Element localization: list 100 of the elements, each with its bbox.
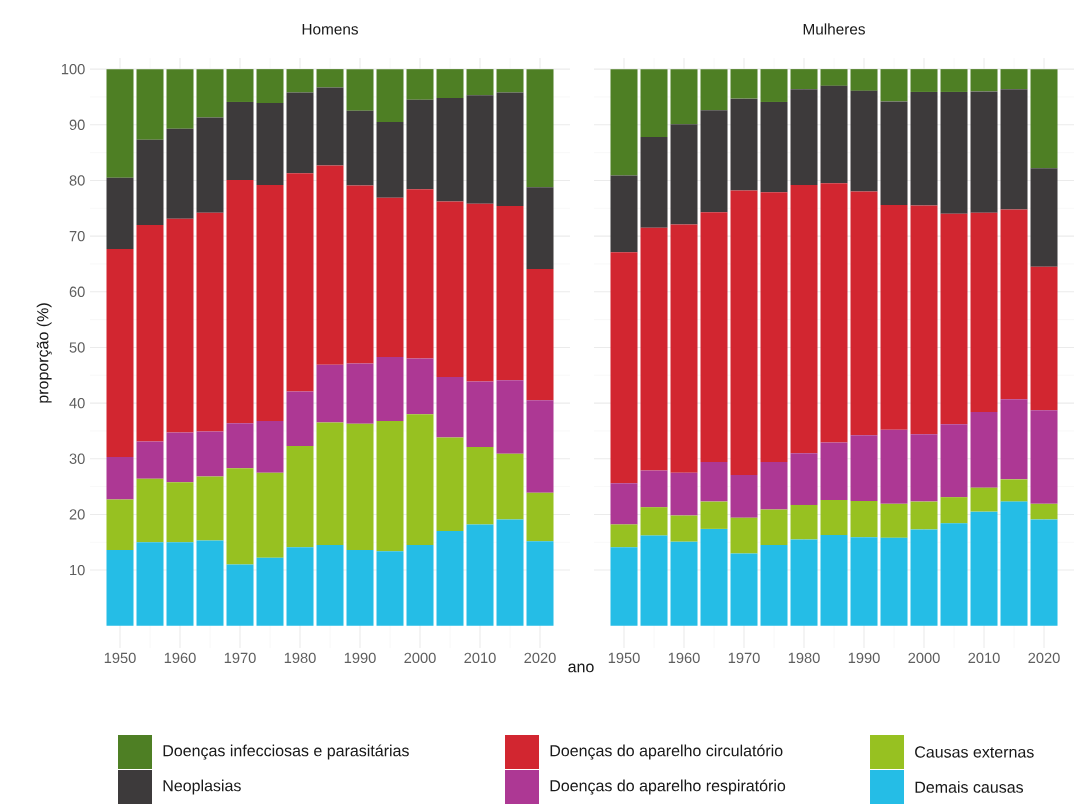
bar (136, 441, 164, 479)
bar (730, 553, 758, 626)
bar (526, 492, 554, 542)
bar (610, 175, 638, 253)
bar (406, 189, 434, 359)
bar (1030, 266, 1058, 411)
x-tick-label: 1950 (104, 652, 136, 664)
x-tick-label: 2000 (908, 652, 940, 664)
bar (436, 531, 464, 626)
bar (790, 69, 818, 90)
bar (466, 203, 494, 382)
bar (940, 213, 968, 425)
y-tick-label: 50 (69, 342, 85, 353)
bar (1000, 399, 1028, 480)
bar (406, 69, 434, 100)
bar (136, 542, 164, 626)
bar (670, 472, 698, 516)
bar (406, 358, 434, 415)
bar (790, 453, 818, 505)
bar (526, 541, 554, 626)
x-tick-label: 1990 (848, 652, 880, 664)
bar (496, 380, 524, 454)
bar (256, 472, 284, 558)
bar (940, 497, 968, 524)
bar (730, 517, 758, 554)
bar (910, 529, 938, 626)
x-tick-label: 1950 (608, 652, 640, 664)
y-tick-label: 100 (61, 63, 85, 75)
bar (376, 197, 404, 357)
bar (196, 431, 224, 477)
bar (970, 487, 998, 512)
bar (106, 248, 134, 458)
bar (670, 124, 698, 225)
bar (700, 212, 728, 463)
bar (196, 117, 224, 213)
legend-label: Doenças infecciosas e parasitárias (163, 744, 409, 760)
y-tick-label: 30 (69, 453, 85, 464)
bar (820, 85, 848, 184)
bar (850, 191, 878, 436)
bar (730, 474, 758, 518)
bar (136, 69, 164, 140)
bar (496, 453, 524, 520)
bar (880, 101, 908, 205)
bar (640, 470, 668, 508)
bar (466, 524, 494, 626)
bar (106, 69, 134, 178)
bar (730, 190, 758, 475)
bar (256, 103, 284, 185)
bar (670, 515, 698, 542)
bar (880, 429, 908, 504)
bar (376, 69, 404, 123)
bar (760, 462, 788, 510)
bar (166, 69, 194, 129)
bar (166, 542, 194, 626)
bar (910, 91, 938, 206)
bar (700, 462, 728, 502)
bar (1030, 503, 1058, 520)
legend-label: Demais causas (915, 781, 1024, 793)
bar (820, 535, 848, 626)
bar (286, 547, 314, 626)
bar (970, 212, 998, 412)
bar (640, 535, 668, 626)
bar (850, 501, 878, 538)
bar (970, 69, 998, 92)
bar (316, 87, 344, 166)
bar (316, 364, 344, 423)
bar (670, 541, 698, 626)
y-tick-label: 60 (69, 286, 85, 297)
bar (640, 227, 668, 471)
bar (316, 165, 344, 365)
bar (760, 101, 788, 193)
x-axis-title: ano (568, 663, 594, 673)
bar (820, 69, 848, 86)
bar (790, 504, 818, 540)
bar (226, 564, 254, 626)
x-tick-label: 1970 (728, 652, 760, 664)
bar (256, 420, 284, 473)
bar (640, 69, 668, 138)
bar (196, 69, 224, 118)
bar (316, 545, 344, 626)
bar (316, 422, 344, 546)
x-tick-label: 2020 (524, 652, 556, 664)
bar (730, 69, 758, 99)
bar (760, 69, 788, 102)
bar (136, 139, 164, 225)
bar (316, 69, 344, 88)
bar (910, 501, 938, 530)
bar (106, 177, 134, 249)
bar (136, 478, 164, 543)
bar (880, 503, 908, 538)
chart-title: Homens (302, 23, 358, 35)
y-tick-label: 70 (69, 230, 85, 242)
bar (1030, 168, 1058, 267)
bar (910, 205, 938, 435)
x-tick-label: 1960 (668, 652, 700, 664)
bar (226, 423, 254, 469)
bar (700, 69, 728, 111)
bar (760, 192, 788, 463)
bar (466, 69, 494, 96)
bar (526, 268, 554, 401)
